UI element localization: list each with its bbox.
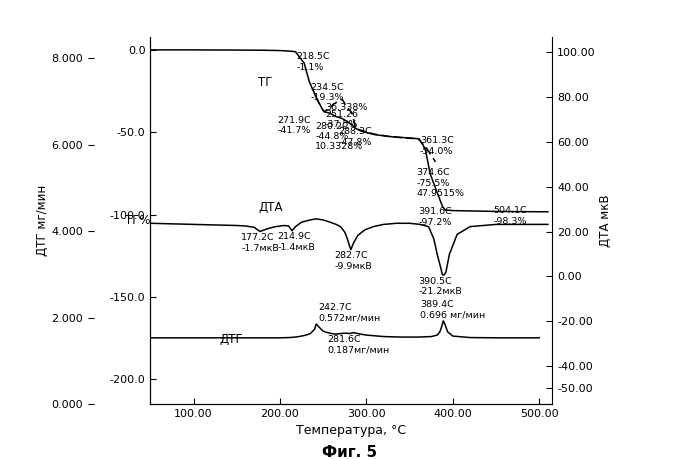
- Text: 282.7C
-9.9мкВ: 282.7C -9.9мкВ: [334, 252, 372, 271]
- Text: ДТГ: ДТГ: [219, 333, 243, 346]
- Y-axis label: ДТА мкВ: ДТА мкВ: [598, 194, 612, 246]
- Text: 391.6C
-97.2%: 391.6C -97.2%: [418, 207, 452, 227]
- Text: 218.5C
-1.1%: 218.5C -1.1%: [296, 52, 330, 72]
- Text: Фиг. 5: Фиг. 5: [322, 445, 377, 459]
- Text: 280.2C
-44.8%
10.3328%: 280.2C -44.8% 10.3328%: [315, 122, 363, 151]
- Text: 251.26
-37.5%: 251.26 -37.5%: [325, 110, 359, 129]
- Text: 281.6C
0.187мг/мин: 281.6C 0.187мг/мин: [327, 335, 390, 354]
- Text: 234.5C
-19.3%: 234.5C -19.3%: [310, 83, 344, 102]
- Text: 504.1C
-98.3%: 504.1C -98.3%: [493, 207, 527, 226]
- Text: 374.6C
-75.5%
47.9515%: 374.6C -75.5% 47.9515%: [417, 168, 465, 198]
- Text: 242.7C
0.572мг/мин: 242.7C 0.572мг/мин: [318, 303, 380, 322]
- Text: 177.2C
-1.7мкВ: 177.2C -1.7мкВ: [241, 233, 279, 252]
- Text: ТГ: ТГ: [259, 76, 273, 89]
- Text: 214.9C
-1.4мкВ: 214.9C -1.4мкВ: [278, 233, 315, 252]
- Text: 361.3C
-54.0%: 361.3C -54.0%: [420, 136, 454, 156]
- Y-axis label: ДТГ мг/мин: ДТГ мг/мин: [36, 185, 49, 256]
- Text: ТГ%: ТГ%: [125, 214, 150, 227]
- Text: 271.9C
-41.7%: 271.9C -41.7%: [278, 116, 311, 135]
- Text: 389.4C
0.696 мг/мин: 389.4C 0.696 мг/мин: [420, 300, 485, 319]
- Text: 390.5C
-21.2мкВ: 390.5C -21.2мкВ: [418, 276, 462, 296]
- X-axis label: Температура, °C: Температура, °C: [296, 424, 406, 437]
- Text: ДТА: ДТА: [259, 201, 283, 214]
- Text: 288.3C
-47.8%: 288.3C -47.8%: [339, 127, 373, 147]
- Text: 36.338%: 36.338%: [325, 102, 367, 112]
